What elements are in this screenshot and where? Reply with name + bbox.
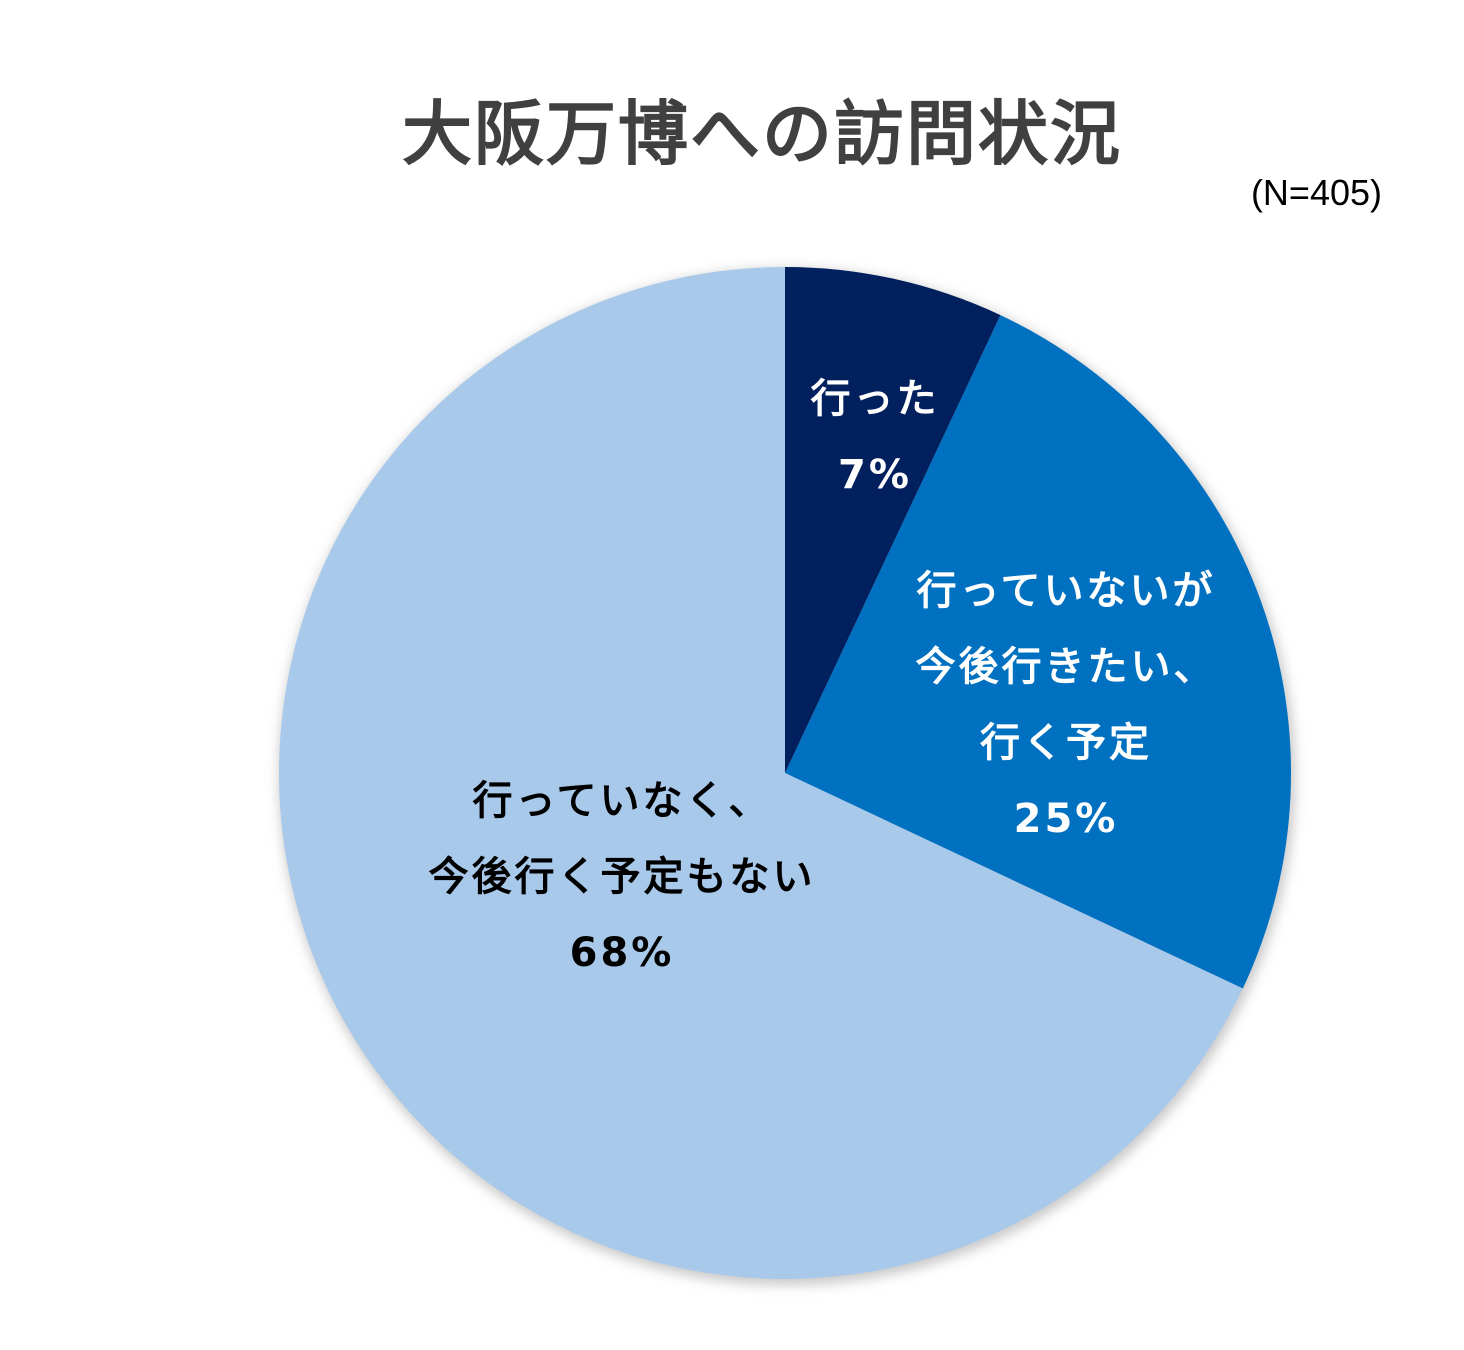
slice-category-label: 行っていなく、 xyxy=(473,778,772,824)
slice-category-label: 今後行きたい、 xyxy=(916,644,1217,690)
slice-value-label: 68% xyxy=(570,930,675,976)
sample-size: (N=405) xyxy=(1250,172,1382,213)
pie-slice-0 xyxy=(785,267,1001,773)
slice-value-label: 25% xyxy=(1014,796,1119,842)
slice-value-label: 7% xyxy=(838,452,912,498)
slice-category-label: 行く予定 xyxy=(980,720,1152,766)
pie-slice-1 xyxy=(785,315,1291,989)
chart-title: 大阪万博への訪問状況 xyxy=(402,93,1122,175)
slice-category-label: 今後行く予定もない xyxy=(429,854,816,900)
pie-slice-2 xyxy=(279,267,1243,1279)
slice-category-label: 行った xyxy=(811,376,940,422)
slice-category-label: 行っていないが xyxy=(917,568,1216,614)
